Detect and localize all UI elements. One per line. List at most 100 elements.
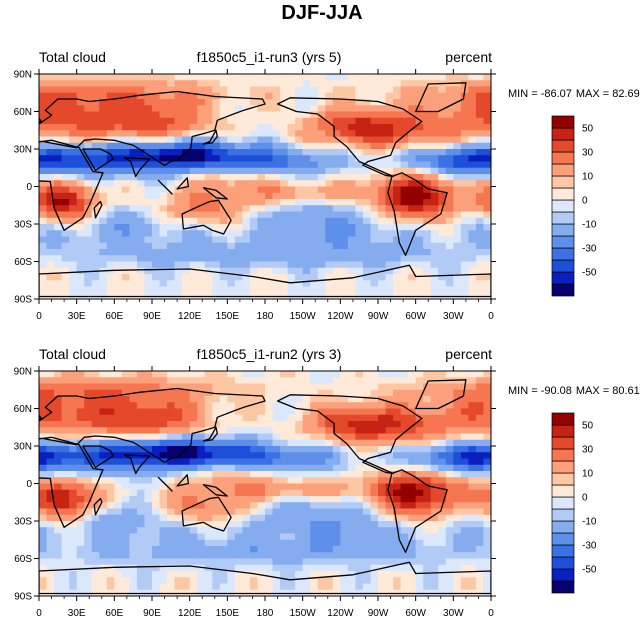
grid-cell xyxy=(76,205,85,213)
grid-cell xyxy=(378,80,387,88)
grid-cell xyxy=(280,92,289,100)
grid-cell xyxy=(136,236,146,244)
grid-cell xyxy=(144,99,153,106)
grid-cell xyxy=(393,274,402,281)
grid-cell xyxy=(114,539,123,547)
grid-cell xyxy=(129,471,138,478)
grid-cell xyxy=(219,439,228,447)
grid-cell xyxy=(197,111,206,119)
grid-cell xyxy=(378,174,387,181)
grid-cell xyxy=(340,396,349,403)
coastline xyxy=(387,172,448,256)
grid-cell xyxy=(174,142,183,150)
grid-cell xyxy=(453,136,462,144)
grid-cell xyxy=(61,583,70,591)
grid-cell xyxy=(39,514,48,522)
grid-cell xyxy=(453,383,462,391)
coastline xyxy=(39,264,491,298)
grid-cell xyxy=(174,446,183,453)
grid-cell xyxy=(197,508,206,516)
grid-cell xyxy=(152,136,161,144)
grid-cell xyxy=(204,86,213,94)
grid-cell xyxy=(423,242,432,250)
grid-cell xyxy=(76,377,85,385)
grid-cell xyxy=(212,249,221,256)
grid-cell xyxy=(468,583,477,591)
grid-cell xyxy=(370,186,379,194)
grid-cell xyxy=(310,583,319,591)
grid-cell xyxy=(76,274,85,281)
grid-cell xyxy=(317,446,326,453)
grid-cell xyxy=(219,514,228,522)
grid-cell xyxy=(325,274,334,281)
grid-cell xyxy=(204,396,213,403)
grid-cell xyxy=(212,414,221,422)
grid-cell xyxy=(167,558,176,566)
grid-cell xyxy=(468,571,477,578)
grid-cell xyxy=(460,533,469,541)
y-tick-label: 90N xyxy=(14,70,32,81)
grid-cell xyxy=(483,371,491,378)
grid-cell xyxy=(121,389,130,397)
grid-cell xyxy=(325,571,334,578)
grid-cell xyxy=(280,464,289,472)
grid-cell xyxy=(152,452,161,460)
grid-cell xyxy=(204,80,213,88)
grid-cell xyxy=(332,433,341,441)
grid-cell xyxy=(182,514,191,522)
grid-cell xyxy=(257,224,266,231)
grid-cell xyxy=(378,446,387,453)
grid-cell xyxy=(438,414,447,422)
grid-cell xyxy=(152,383,161,391)
grid-cell xyxy=(54,130,63,138)
grid-cell xyxy=(54,496,63,503)
grid-cell xyxy=(393,155,402,163)
grid-cell xyxy=(280,186,289,194)
grid-cell xyxy=(272,180,281,188)
grid-cell xyxy=(159,142,168,150)
grid-cell xyxy=(453,546,462,553)
grid-cell xyxy=(423,149,432,156)
grid-cell xyxy=(280,255,289,263)
grid-cell xyxy=(76,224,85,231)
grid-cell xyxy=(445,261,454,269)
grid-cell xyxy=(242,389,251,397)
grid-cell xyxy=(84,86,93,94)
grid-cell xyxy=(385,205,394,213)
grid-cell xyxy=(393,383,402,391)
grid-cell xyxy=(136,267,146,275)
grid-cell xyxy=(340,105,349,113)
grid-cell xyxy=(430,230,439,238)
grid-cell xyxy=(144,583,153,591)
grid-cell xyxy=(340,439,349,447)
grid-cell xyxy=(400,539,409,547)
grid-cell xyxy=(174,217,183,225)
grid-cell xyxy=(317,242,326,250)
grid-cell xyxy=(144,136,153,144)
colorbar-swatch xyxy=(551,556,575,570)
grid-cell xyxy=(408,496,417,503)
grid-cell xyxy=(370,280,379,288)
grid-cell xyxy=(234,552,243,560)
grid-cell xyxy=(54,433,63,441)
grid-cell xyxy=(295,74,304,81)
grid-cell xyxy=(317,130,326,138)
grid-cell xyxy=(302,414,311,422)
grid-cell xyxy=(317,74,326,81)
grid-cell xyxy=(400,564,409,572)
grid-cell xyxy=(430,105,439,113)
grid-cell xyxy=(400,274,409,281)
grid-cell xyxy=(99,439,108,447)
grid-cell xyxy=(61,155,70,163)
grid-cell xyxy=(460,377,469,385)
y-tick-label: 0 xyxy=(26,479,32,490)
grid-cell xyxy=(445,414,454,422)
grid-cell xyxy=(453,199,462,206)
grid-cell xyxy=(430,267,439,275)
grid-cell xyxy=(76,217,85,225)
grid-cell xyxy=(114,514,123,522)
grid-cell xyxy=(340,92,349,100)
max-value: MAX = 80.61 xyxy=(575,385,640,397)
grid-cell xyxy=(393,371,402,378)
grid-cell xyxy=(106,371,115,378)
